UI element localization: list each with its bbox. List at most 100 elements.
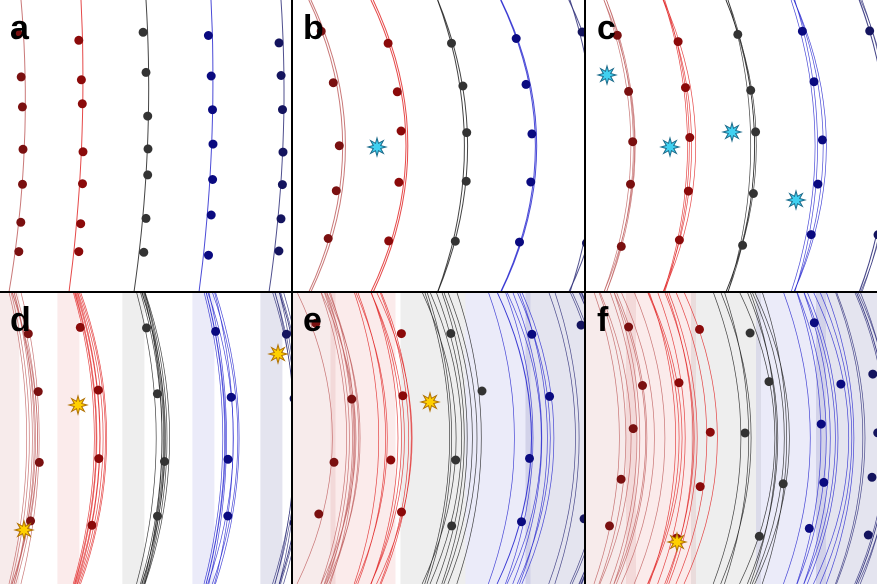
particle [316, 26, 326, 36]
particle [204, 250, 213, 260]
density-band [122, 292, 145, 584]
track [519, 292, 548, 584]
track [78, 292, 106, 584]
particle [683, 186, 693, 196]
panel [8, 0, 288, 292]
track [310, 0, 346, 292]
track [376, 292, 413, 584]
particle [277, 180, 287, 190]
particle [804, 523, 814, 533]
track [746, 292, 779, 584]
particle [76, 219, 86, 229]
particle [76, 75, 86, 85]
particle [143, 111, 153, 121]
particle [396, 329, 406, 339]
particle [211, 326, 221, 336]
particle [681, 83, 690, 93]
particle [525, 453, 534, 463]
track [859, 0, 877, 292]
track [435, 292, 465, 584]
particle [394, 177, 404, 187]
particle [274, 38, 284, 48]
track [10, 292, 30, 584]
particle [203, 31, 213, 40]
track [441, 292, 468, 584]
particle [160, 457, 169, 466]
particle [384, 236, 394, 246]
track [506, 292, 542, 584]
particle [579, 514, 585, 524]
panel-label: c [597, 9, 616, 47]
particle [738, 240, 748, 250]
track [554, 292, 580, 584]
particle [605, 521, 614, 531]
track [813, 292, 850, 584]
particle [142, 323, 151, 333]
particle [819, 477, 829, 487]
track [73, 292, 97, 584]
particle [153, 511, 162, 521]
particle [593, 192, 602, 201]
track [214, 292, 234, 584]
particle [141, 213, 151, 223]
particle [206, 210, 216, 220]
particle [674, 235, 684, 245]
particle [223, 454, 233, 464]
particle [226, 392, 236, 402]
particle [624, 322, 634, 332]
particle [276, 71, 286, 80]
particle [138, 27, 148, 37]
panel [308, 0, 605, 292]
particle [278, 105, 287, 115]
particle [740, 428, 750, 438]
particle [596, 140, 605, 149]
particle [74, 35, 84, 45]
panel-label: d [10, 301, 31, 339]
particle [591, 89, 600, 98]
panel [292, 292, 585, 584]
density-band [57, 292, 80, 584]
particle [208, 105, 217, 115]
particle [705, 427, 715, 437]
track [20, 292, 40, 584]
particle [311, 318, 321, 328]
track [803, 292, 831, 584]
particle [582, 238, 585, 248]
particle [751, 127, 761, 137]
particle [347, 394, 357, 404]
track [835, 292, 864, 584]
track [724, 292, 750, 584]
particle [806, 230, 816, 240]
track [144, 292, 168, 584]
track [205, 292, 226, 584]
particle [626, 179, 635, 189]
track [72, 292, 95, 584]
track [205, 292, 226, 584]
panel [596, 0, 877, 292]
particle [817, 135, 827, 145]
density-band [465, 292, 531, 584]
track [860, 0, 877, 292]
track [323, 292, 350, 584]
particle [143, 170, 153, 180]
particle [674, 378, 684, 388]
particle [612, 30, 622, 40]
track [80, 292, 108, 584]
event-marker [267, 343, 289, 365]
event-marker [721, 121, 743, 143]
track [806, 292, 839, 584]
track [861, 0, 877, 292]
particle [396, 126, 406, 136]
particle [527, 129, 537, 139]
particle [446, 329, 456, 338]
track [75, 292, 101, 584]
panel-label: a [10, 9, 30, 47]
particle [33, 387, 43, 397]
event-marker [13, 519, 35, 541]
track [819, 292, 853, 584]
track [74, 292, 98, 584]
particle [873, 428, 877, 438]
track [516, 292, 551, 584]
particle [458, 81, 468, 91]
